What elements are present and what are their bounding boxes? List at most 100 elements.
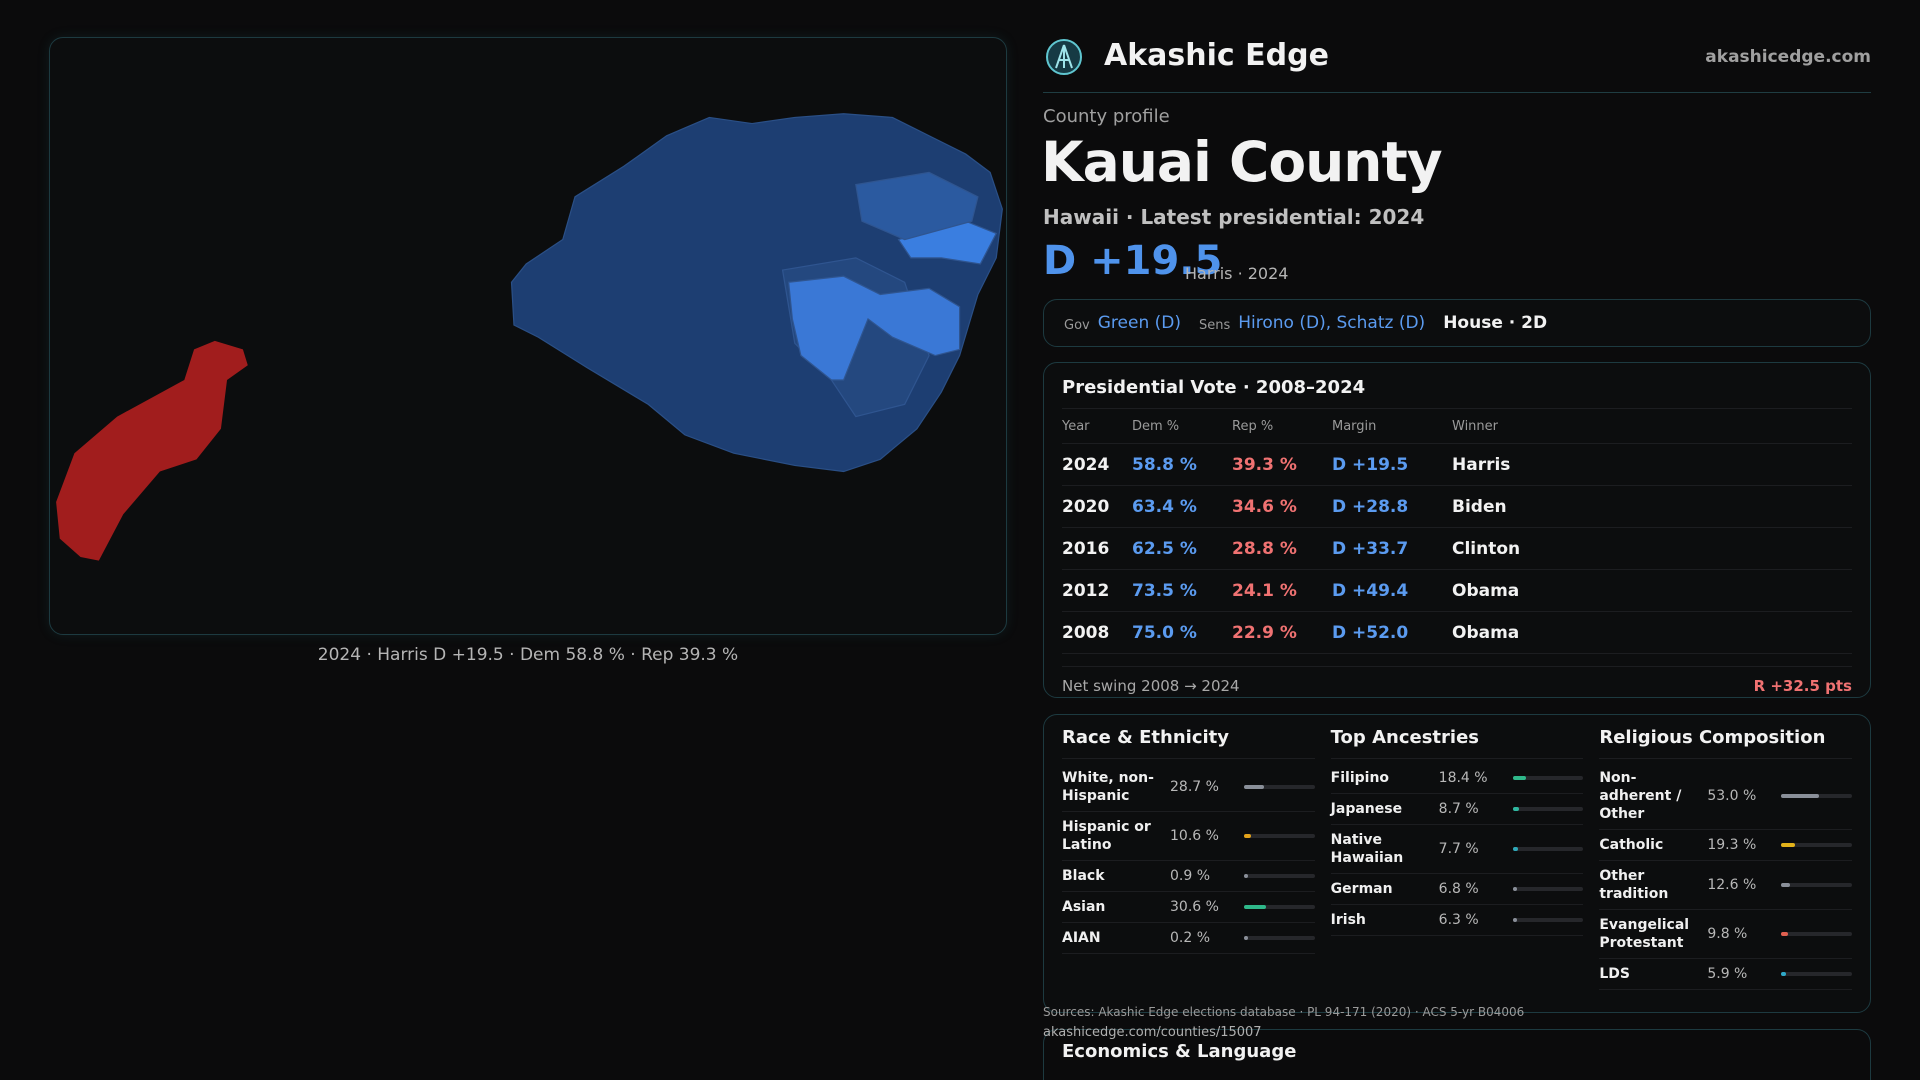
gov-value: Green (D) (1097, 313, 1181, 333)
sens-value: Hirono (D), Schatz (D) (1238, 313, 1426, 333)
niihau-island[interactable] (56, 340, 248, 561)
winner-cell: Harris (1452, 454, 1511, 475)
rep-cell: 28.8 % (1232, 538, 1297, 559)
economics-title: Economics & Language (1062, 1041, 1297, 1062)
sources-note: Sources: Akashic Edge elections database… (1043, 1005, 1525, 1019)
demographic-row: Native Hawaiian 7.7 % (1330, 825, 1584, 874)
demographic-label: Other tradition (1599, 868, 1669, 902)
bar-track (1512, 918, 1584, 922)
demographic-column: Top Ancestries Filipino 18.4 % Japanese 8.7 … (1330, 727, 1584, 1000)
county-map (56, 113, 1003, 561)
bar (1244, 936, 1248, 940)
winner-cell: Obama (1452, 580, 1520, 601)
rep-cell: 22.9 % (1232, 622, 1297, 643)
demographic-row: Black 0.9 % (1062, 861, 1315, 892)
page-url[interactable]: akashicedge.com/counties/15007 (1043, 1025, 1262, 1040)
bar (1781, 843, 1795, 847)
demographic-row: Catholic 19.3 % (1599, 830, 1853, 861)
demographic-row: Evangelical Protestant 9.8 % (1599, 910, 1853, 959)
demographic-label: Black (1062, 868, 1105, 884)
year-cell: 2024 (1062, 454, 1110, 475)
bar-track (1512, 776, 1584, 780)
demographic-title: Race & Ethnicity (1062, 727, 1315, 759)
gov-label: Gov (1064, 317, 1090, 333)
winner-cell: Obama (1452, 622, 1520, 643)
demographic-row: Non-adherent / Other 53.0 % (1599, 763, 1853, 830)
demographic-label: Evangelical Protestant (1599, 917, 1690, 951)
demographic-row: Irish 6.3 % (1330, 905, 1584, 936)
bar (1244, 834, 1252, 838)
vote-row: 2008 75.0 % 22.9 % D +52.0 Obama (1062, 612, 1852, 654)
vote-row: 2024 58.8 % 39.3 % D +19.5 Harris (1062, 444, 1852, 486)
bar-track (1244, 834, 1315, 838)
demographic-row: Hispanic or Latino 10.6 % (1062, 812, 1315, 861)
demographic-value: 53.0 % (1707, 788, 1757, 804)
demographic-label: LDS (1599, 966, 1630, 982)
bar-track (1512, 847, 1584, 851)
bar-track (1244, 785, 1315, 789)
bar-track (1512, 887, 1584, 891)
demographic-value: 18.4 % (1438, 770, 1488, 786)
demographic-value: 30.6 % (1170, 899, 1219, 915)
bar (1244, 785, 1265, 789)
demographic-column: Religious Composition Non-adherent / Othe… (1599, 727, 1853, 1000)
kauai-district[interactable] (788, 275, 961, 381)
margin-cell: D +52.0 (1332, 622, 1409, 643)
margin-cell: D +28.8 (1332, 496, 1409, 517)
winner-cell: Biden (1452, 496, 1507, 517)
demographic-value: 12.6 % (1707, 877, 1757, 893)
bar-track (1244, 874, 1315, 878)
demographic-value: 5.9 % (1707, 966, 1748, 982)
demographic-row: German 6.8 % (1330, 874, 1584, 905)
demographic-value: 8.7 % (1438, 801, 1479, 817)
bar (1512, 807, 1519, 811)
demographic-value: 0.9 % (1170, 868, 1211, 884)
vote-table-title: Presidential Vote · 2008–2024 (1062, 377, 1366, 398)
demographic-label: AIAN (1062, 930, 1101, 946)
demographic-value: 9.8 % (1707, 926, 1748, 942)
year-cell: 2012 (1062, 580, 1110, 601)
demographic-label: Filipino (1330, 770, 1390, 786)
bar (1512, 918, 1518, 922)
bar-track (1781, 883, 1853, 887)
bar (1512, 847, 1519, 851)
bar (1244, 905, 1266, 909)
column-header: Dem % (1132, 418, 1180, 434)
swing-label: Net swing 2008 → 2024 (1062, 677, 1240, 695)
year-cell: 2008 (1062, 622, 1110, 643)
column-header: Margin (1332, 418, 1377, 434)
vote-table-header: Year Dem % Rep % Margin Winner (1062, 408, 1852, 444)
brand-name: Akashic Edge (1104, 38, 1329, 73)
demographic-label: Hispanic or Latino (1062, 819, 1151, 853)
rep-cell: 34.6 % (1232, 496, 1297, 517)
vote-table-body: 2024 58.8 % 39.3 % D +19.5 Harris 2020 63.4 % 3… (1062, 444, 1852, 654)
bar (1781, 883, 1791, 887)
demographic-value: 0.2 % (1170, 930, 1211, 946)
vote-table-panel: Presidential Vote · 2008–2024 Year Dem % R… (1043, 362, 1871, 698)
demographic-row: LDS 5.9 % (1599, 959, 1853, 990)
brand-site[interactable]: akashicedge.com (1705, 47, 1871, 67)
demographic-value: 7.7 % (1438, 841, 1479, 857)
vote-row: 2012 73.5 % 24.1 % D +49.4 Obama (1062, 570, 1852, 612)
subtitle: Hawaii · Latest presidential: 2024 (1043, 205, 1425, 229)
demographic-title: Religious Composition (1599, 727, 1853, 759)
dem-cell: 75.0 % (1132, 622, 1197, 643)
bar (1781, 932, 1789, 936)
demographic-title: Top Ancestries (1330, 727, 1584, 759)
sens-label: Sens (1198, 317, 1231, 333)
officials-bar: Gov Green (D) Sens Hirono (D), Schatz (D… (1043, 299, 1871, 347)
bar-track (1781, 972, 1853, 976)
divider (1043, 92, 1871, 93)
demographic-value: 28.7 % (1170, 779, 1219, 795)
demographic-label: Japanese (1330, 801, 1403, 817)
demographic-label: Asian (1062, 899, 1106, 915)
demographic-label: Catholic (1599, 837, 1664, 853)
kauai-district[interactable] (855, 171, 979, 241)
demographic-row: Japanese 8.7 % (1330, 794, 1584, 825)
vote-row: 2016 62.5 % 28.8 % D +33.7 Clinton (1062, 528, 1852, 570)
brand-logo (1046, 39, 1082, 75)
bar (1244, 874, 1248, 878)
demographic-value: 6.8 % (1438, 881, 1479, 897)
